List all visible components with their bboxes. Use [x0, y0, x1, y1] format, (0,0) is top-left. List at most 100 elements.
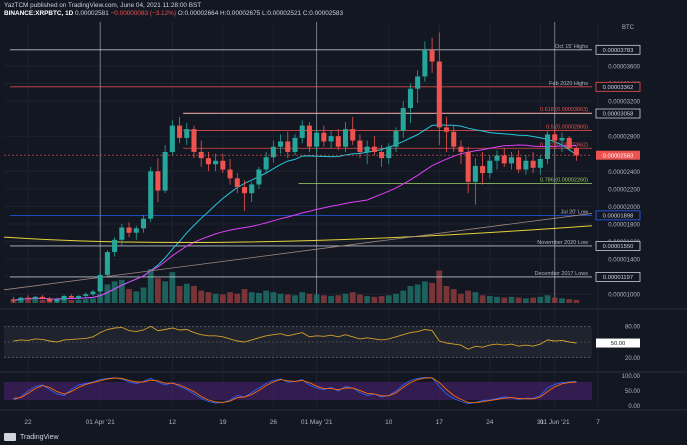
candle-body — [508, 157, 514, 164]
candle-body — [386, 146, 392, 159]
volume-bar — [450, 289, 457, 303]
volume-bar — [147, 269, 154, 303]
volume-bar — [385, 295, 392, 303]
candle-body — [559, 137, 565, 141]
x-tick-label: 12 — [169, 419, 177, 426]
candle-body — [350, 129, 356, 141]
candle-body — [530, 160, 536, 168]
y-tick-label: 0.00002800 — [608, 135, 640, 141]
candle-body — [76, 295, 82, 298]
level-value-box — [595, 81, 641, 92]
level-label: Oct 15' Highs — [555, 44, 588, 50]
rsi-level-label: 80.00 — [625, 325, 641, 331]
candle-body — [552, 134, 558, 141]
candle-body — [256, 169, 262, 185]
volume-bar — [393, 293, 399, 303]
candle-body — [220, 160, 226, 170]
candle-body — [162, 151, 168, 191]
stoch-band — [4, 382, 592, 400]
stoch-d-line — [13, 377, 577, 404]
volume-bar — [219, 294, 226, 303]
last-price-box — [596, 150, 640, 160]
candle-body — [97, 274, 103, 292]
level-label: Feb 2020 Highs — [549, 81, 588, 87]
volume-bar — [364, 296, 371, 303]
volume-bar — [501, 297, 508, 303]
volume-bar — [530, 297, 536, 303]
candle-body — [169, 125, 175, 152]
volume-bar — [458, 293, 464, 303]
candle-body — [263, 157, 269, 170]
last-price-label: 0.00002583 — [603, 153, 634, 159]
candle-body — [32, 296, 38, 299]
candle-body — [47, 298, 53, 302]
volume-bar — [227, 292, 233, 303]
volume-bar — [378, 296, 385, 303]
symbol: BINANCE:XRPBTC, 1D — [4, 10, 74, 17]
volume-bar — [357, 294, 363, 303]
candle-body — [321, 132, 327, 142]
tradingview-logo-icon — [4, 433, 16, 441]
candle-body — [436, 61, 442, 128]
volume-bar — [515, 297, 522, 303]
candle-body — [11, 299, 17, 301]
volume-bar — [176, 286, 183, 303]
candle-body — [54, 299, 60, 302]
volume-bar — [39, 299, 46, 303]
candle-body — [465, 151, 471, 182]
volume-bar — [465, 290, 472, 303]
candle-body — [314, 132, 320, 147]
volume-bar — [169, 272, 176, 303]
candle-body — [177, 125, 183, 138]
ohlc-line: BINANCE:XRPBTC, 1D 0.00002581 −0.0000008… — [4, 10, 344, 17]
candle-body — [443, 127, 450, 132]
fib-label: 0.382 (0.00002662) — [540, 142, 588, 148]
candle-body — [133, 228, 139, 233]
volume-bar — [277, 293, 284, 303]
candle-body — [83, 294, 89, 296]
candle-body — [234, 178, 240, 188]
volume-bar — [544, 295, 551, 303]
stoch-level-label: 50.00 — [625, 389, 641, 395]
volume-bar — [118, 279, 125, 303]
volume-bar — [263, 290, 270, 303]
candle-body — [299, 125, 305, 138]
volume-bar — [32, 299, 39, 303]
volume-bar — [486, 296, 493, 303]
y-tick-label: 0.00001400 — [608, 258, 640, 264]
volume-bar — [25, 299, 31, 303]
volume-bar — [241, 289, 248, 303]
ma50-line — [13, 144, 577, 301]
candle-body — [573, 148, 579, 156]
x-tick-label: 31 — [537, 419, 545, 426]
candle-body — [68, 295, 74, 298]
volume-bar — [407, 286, 414, 303]
fib-label: 0.5 (0.00002865) — [546, 124, 588, 130]
x-tick-label: 7 — [596, 419, 600, 426]
level-value-label: 0.00003362 — [603, 85, 634, 91]
candle-body — [249, 184, 255, 194]
rsi-level-label: 20.00 — [625, 356, 641, 362]
level-label: December 2017 Lows — [534, 271, 588, 277]
candle-body — [191, 129, 197, 152]
level-value-label: 0.00001898 — [603, 214, 634, 220]
volume-bar — [551, 297, 558, 303]
volume-bar — [104, 284, 111, 303]
candle-body — [328, 136, 334, 142]
low-value: 0.00002521 — [267, 10, 302, 17]
change-value: −0.00000083 (−3.12%) — [110, 10, 176, 17]
volume-bar — [111, 281, 118, 303]
y-tick-label: 0.00001800 — [608, 222, 640, 228]
volume-bar — [559, 298, 565, 303]
candle-body — [112, 239, 118, 253]
candle-body — [306, 125, 312, 147]
high-value: 0.00002675 — [226, 10, 261, 17]
candle-body — [501, 155, 507, 164]
volume-bar — [313, 294, 320, 303]
volume-bar — [140, 287, 147, 303]
candle-body — [545, 134, 551, 159]
candle-body — [523, 160, 529, 170]
volume-bar — [162, 281, 169, 303]
x-tick-label: 01 May '21 — [301, 419, 333, 426]
